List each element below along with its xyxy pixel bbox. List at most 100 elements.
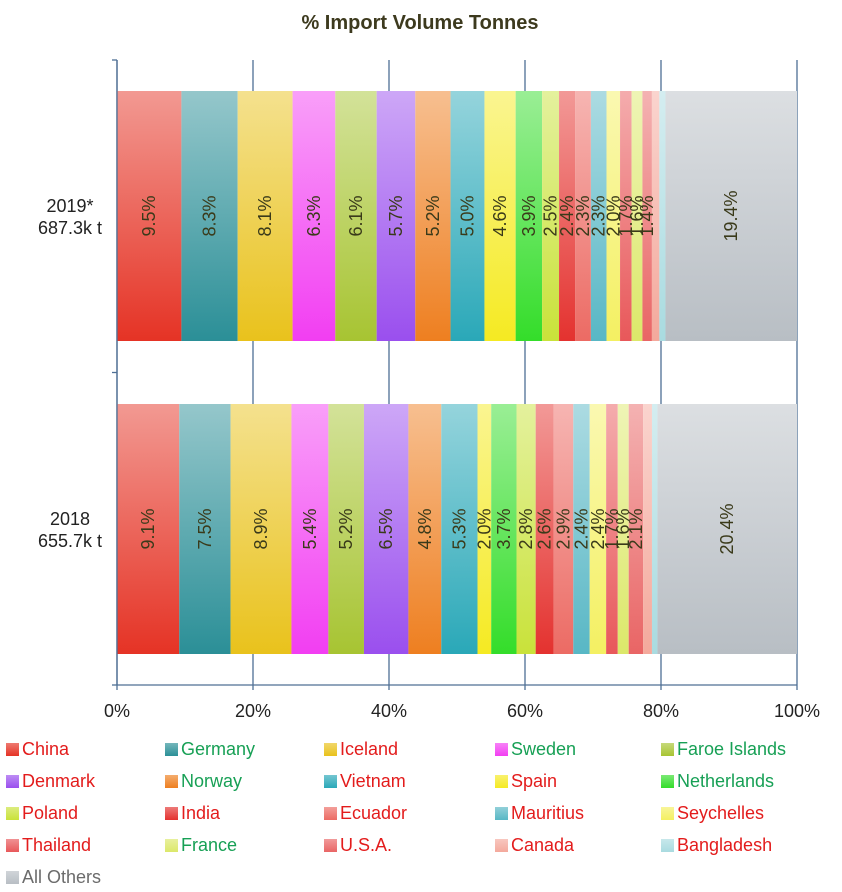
legend-swatch	[661, 806, 674, 820]
legend-item: Canada	[495, 833, 661, 857]
legend-label: China	[22, 738, 70, 759]
legend-label: Spain	[511, 770, 558, 791]
data-label: 1.7%	[602, 508, 622, 549]
legend-swatch	[495, 742, 508, 756]
data-label: 5.7%	[386, 195, 406, 236]
legend-item: Germany	[165, 737, 324, 761]
category-label: 2018	[50, 509, 90, 529]
x-tick-label: 100%	[774, 701, 820, 721]
bar-segment-mauritius	[573, 404, 590, 654]
bar-segment-china	[117, 91, 182, 341]
legend-swatch	[6, 838, 19, 852]
bar-segment-all-others	[657, 404, 797, 654]
legend-swatch	[661, 742, 674, 756]
bar-segment-ecuador	[553, 404, 574, 654]
legend-label: Iceland	[340, 738, 399, 759]
legend-label: Sweden	[511, 738, 577, 759]
legend-label: Germany	[181, 738, 256, 759]
legend-item: Sweden	[495, 737, 661, 761]
legend-swatch	[661, 774, 674, 788]
legend-swatch	[661, 838, 674, 852]
x-tick-label: 40%	[371, 701, 407, 721]
legend-item: U.S.A.	[324, 833, 495, 857]
legend-swatch	[6, 742, 19, 756]
data-label: 8.3%	[200, 195, 220, 236]
bar-segment-india	[559, 91, 576, 341]
bar-segment-sweden	[292, 91, 336, 341]
legend-item: Faroe Islands	[661, 737, 842, 761]
legend-label: Mauritius	[511, 802, 585, 823]
stacked-bar-chart: % Import Volume Tonnes 9.5% 8.3% 8.1% 6.3% 6…	[38, 12, 820, 721]
legend: China Germany Iceland Sweden Faroe Islands De…	[6, 737, 842, 889]
bar-segment-denmark	[363, 404, 409, 654]
data-label: 2.3%	[589, 195, 609, 236]
bar-segment-vietnam	[450, 91, 485, 341]
data-label: 6.1%	[346, 195, 366, 236]
x-tick-label: 80%	[643, 701, 679, 721]
bar-segment-norway	[415, 91, 451, 341]
bar-segment-iceland	[237, 91, 293, 341]
bar-segment-faroe-islands	[335, 91, 377, 341]
bar-segment-canada	[651, 91, 660, 341]
data-label: 1.6%	[613, 508, 633, 549]
data-label: 19.4%	[721, 190, 741, 241]
category-sublabel: 655.7k t	[38, 531, 102, 551]
bar-segment-germany	[179, 404, 231, 654]
legend-item: Bangladesh	[661, 833, 842, 857]
legend-label: Poland	[22, 802, 79, 823]
data-label: 5.4%	[300, 508, 320, 549]
data-label: 2.4%	[572, 508, 592, 549]
legend-item: Norway	[165, 769, 324, 793]
legend-item: Netherlands	[661, 769, 842, 793]
legend-item: India	[165, 801, 324, 825]
x-tick-label: 60%	[507, 701, 543, 721]
bar-segment-iceland	[230, 404, 292, 654]
legend-label: Netherlands	[677, 770, 775, 791]
bar-segment-faroe-islands	[328, 404, 364, 654]
legend-item: All Others	[6, 865, 165, 889]
data-label: 9.5%	[139, 195, 159, 236]
data-label: 3.9%	[519, 195, 539, 236]
bar-segment-thailand	[606, 404, 618, 654]
data-label: 6.5%	[376, 508, 396, 549]
legend-label: Canada	[511, 834, 575, 855]
data-label: 20.4%	[717, 503, 737, 554]
data-label: 2.1%	[626, 508, 646, 549]
bar-segment-china	[117, 404, 180, 654]
bar-segment-bangladesh	[651, 404, 658, 654]
legend-swatch	[495, 806, 508, 820]
legend-swatch	[6, 774, 19, 788]
legend-label: Seychelles	[677, 802, 765, 823]
legend-label: U.S.A.	[340, 834, 393, 855]
legend-swatch	[495, 838, 508, 852]
bar-segment-india	[535, 404, 554, 654]
data-label: 5.3%	[449, 508, 469, 549]
bar-segment-sweden	[291, 404, 329, 654]
data-label: 5.0%	[458, 195, 478, 236]
legend-swatch	[324, 742, 337, 756]
legend-swatch	[6, 806, 19, 820]
bar-segment-netherlands	[491, 404, 517, 654]
legend-swatch	[165, 742, 178, 756]
legend-swatch	[165, 774, 178, 788]
bar-segment-mauritius	[590, 91, 607, 341]
legend-label: Denmark	[22, 770, 96, 791]
data-label: 3.7%	[494, 508, 514, 549]
data-label: 2.5%	[541, 195, 561, 236]
data-label: 1.4%	[637, 195, 657, 236]
bar-segment-thailand	[620, 91, 632, 341]
category-sublabel: 687.3k t	[38, 218, 102, 238]
bar-segment-netherlands	[515, 91, 543, 341]
bar-segment-poland	[542, 91, 560, 341]
chart-title: % Import Volume Tonnes	[301, 12, 538, 34]
legend-item: Mauritius	[495, 801, 661, 825]
data-label: 8.9%	[251, 508, 271, 549]
legend-swatch	[165, 806, 178, 820]
bar-segment-seychelles	[589, 404, 607, 654]
bar-segment-all-others	[665, 91, 797, 341]
legend-label: Bangladesh	[677, 834, 773, 855]
legend-item: France	[165, 833, 324, 857]
bar-segment-france	[617, 404, 629, 654]
legend-label: All Others	[22, 866, 102, 887]
bar-segment-poland	[516, 404, 536, 654]
